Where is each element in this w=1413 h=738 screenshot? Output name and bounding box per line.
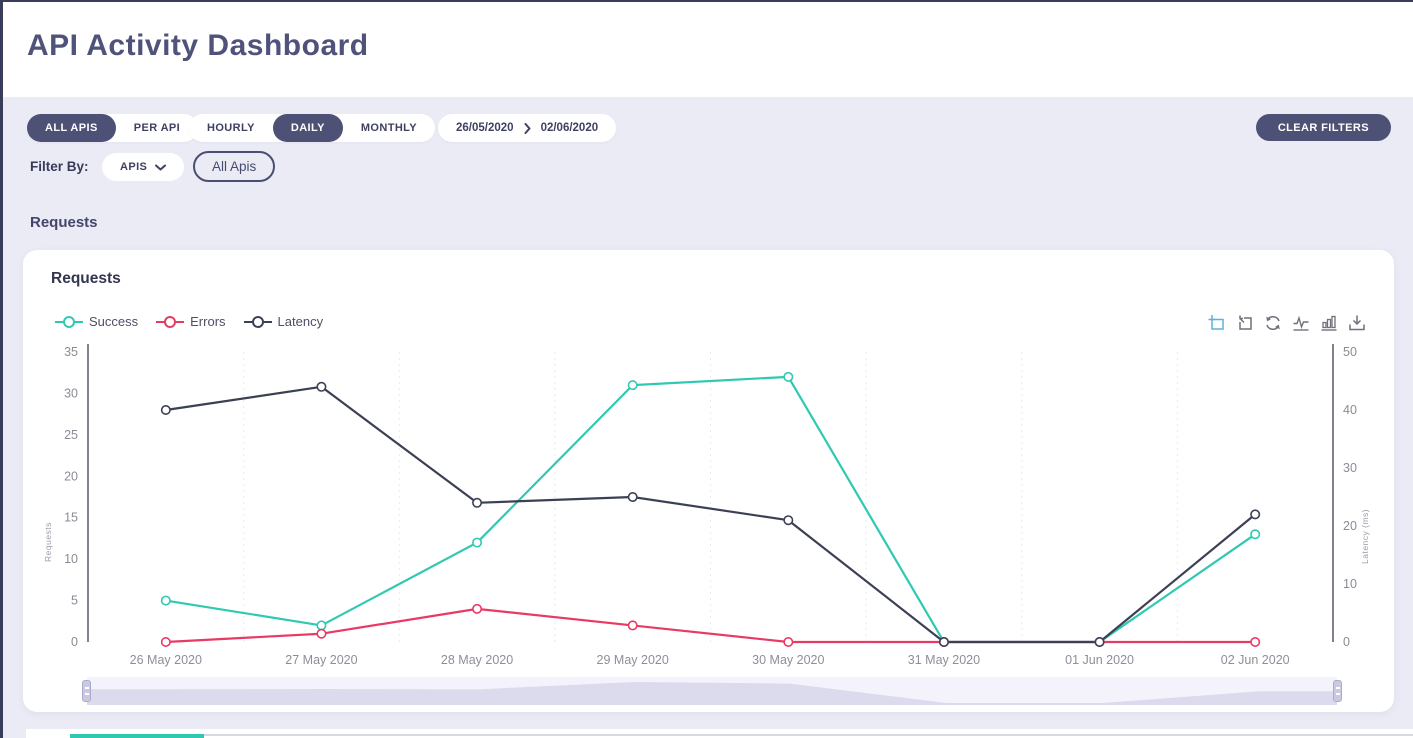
right-axis-title: Latency (ms)	[1360, 508, 1370, 564]
svg-text:02 Jun 2020: 02 Jun 2020	[1221, 653, 1290, 667]
toggle-per-api[interactable]: PER API	[133, 122, 181, 134]
date-range-picker[interactable]: 26/05/2020 02/06/2020	[438, 114, 617, 142]
svg-text:20: 20	[1343, 519, 1357, 533]
next-section-tabstrip	[26, 729, 1413, 738]
legend-marker-icon	[243, 315, 272, 328]
left-axis-title: Requests	[43, 522, 53, 562]
all-apis-filter-chip[interactable]: All Apis	[193, 151, 276, 182]
svg-text:20: 20	[64, 469, 78, 483]
card-title: Requests	[51, 270, 121, 287]
filter-by-label: Filter By:	[30, 159, 89, 174]
svg-text:30: 30	[64, 386, 78, 400]
svg-text:25: 25	[64, 428, 78, 442]
page-title: API Activity Dashboard	[27, 29, 369, 62]
apis-dropdown-value: APIS	[120, 161, 148, 173]
toggle-monthly[interactable]: MONTHLY	[360, 122, 418, 134]
svg-text:31 May 2020: 31 May 2020	[908, 653, 980, 667]
zoom-reset-icon[interactable]	[1236, 314, 1254, 332]
svg-text:5: 5	[71, 594, 78, 608]
api-scope-toggle: ALL APIS PER API	[27, 114, 199, 142]
chart-legend: Success Errors Latency	[55, 314, 323, 329]
svg-text:0: 0	[1343, 635, 1350, 649]
svg-text:10: 10	[64, 552, 78, 566]
date-from: 26/05/2020	[456, 122, 514, 134]
toggle-daily[interactable]: DAILY	[272, 114, 343, 142]
svg-text:40: 40	[1343, 403, 1357, 417]
line-chart-icon[interactable]	[1292, 314, 1310, 332]
data-zoom-handle-right[interactable]	[1333, 680, 1342, 702]
chevron-down-icon	[155, 164, 167, 170]
svg-text:27 May 2020: 27 May 2020	[285, 653, 357, 667]
download-icon[interactable]	[1348, 314, 1366, 332]
active-tab-indicator	[70, 734, 204, 738]
tabstrip-divider	[204, 734, 1413, 736]
page-header: API Activity Dashboard	[3, 2, 1413, 97]
zoom-select-icon[interactable]	[1208, 314, 1226, 332]
requests-line-chart[interactable]: 0 5 10 15 20 25 30 35 0 10 20 30 40 50 26 May 2020 27 M…	[58, 340, 1378, 672]
svg-text:35: 35	[64, 345, 78, 359]
data-zoom-slider[interactable]	[82, 677, 1342, 705]
chevron-right-icon	[524, 122, 531, 134]
toggle-all-apis[interactable]: ALL APIS	[27, 114, 116, 142]
svg-text:0: 0	[71, 635, 78, 649]
section-title: Requests	[30, 214, 98, 231]
legend-marker-icon	[55, 315, 83, 328]
svg-text:28 May 2020: 28 May 2020	[441, 653, 513, 667]
restore-icon[interactable]	[1264, 314, 1282, 332]
svg-text:26 May 2020: 26 May 2020	[130, 653, 202, 667]
granularity-toggle: HOURLY DAILY MONTHLY	[189, 114, 436, 142]
legend-marker-icon	[156, 315, 185, 328]
legend-item-errors[interactable]: Errors	[156, 314, 226, 329]
clear-filters-button[interactable]: CLEAR FILTERS	[1255, 114, 1391, 141]
requests-card: Requests Success Errors Latency	[23, 250, 1394, 712]
svg-text:50: 50	[1343, 345, 1357, 359]
svg-text:10: 10	[1343, 577, 1357, 591]
date-to: 02/06/2020	[540, 122, 599, 134]
legend-item-latency[interactable]: Latency	[243, 314, 323, 329]
svg-text:29 May 2020: 29 May 2020	[597, 653, 669, 667]
toggle-hourly[interactable]: HOURLY	[207, 122, 255, 134]
chart-toolbar	[1208, 314, 1366, 332]
svg-text:30 May 2020: 30 May 2020	[752, 653, 824, 667]
legend-item-success[interactable]: Success	[55, 314, 138, 329]
data-zoom-handle-left[interactable]	[82, 680, 91, 702]
svg-text:30: 30	[1343, 461, 1357, 475]
apis-dropdown[interactable]: APIS	[102, 153, 185, 181]
data-zoom-silhouette	[87, 682, 1337, 705]
bar-chart-icon[interactable]	[1320, 314, 1338, 332]
svg-text:01 Jun 2020: 01 Jun 2020	[1065, 653, 1134, 667]
svg-text:15: 15	[64, 511, 78, 525]
